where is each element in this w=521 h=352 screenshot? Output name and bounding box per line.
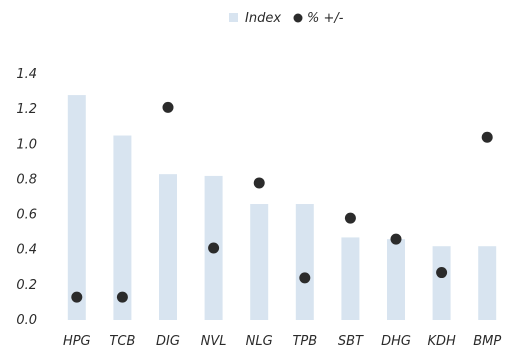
- x-tick-label: DHG: [381, 334, 411, 349]
- dot-point: [390, 233, 402, 245]
- dot-point: [436, 267, 448, 279]
- x-tick-label: DIG: [156, 334, 180, 349]
- x-tick-label: KDH: [427, 334, 456, 349]
- x-tick-label: NLG: [246, 334, 273, 349]
- dot-point: [344, 212, 356, 224]
- bar-series-index: [67, 95, 497, 320]
- x-tick-label: TCB: [109, 334, 135, 349]
- dot-point: [208, 242, 220, 254]
- x-tick-label: BMP: [473, 334, 501, 349]
- dot-point: [162, 101, 174, 113]
- y-tick-label: 1.0: [16, 137, 37, 152]
- bar: [113, 135, 132, 320]
- dot-point: [299, 272, 311, 284]
- bar: [387, 239, 405, 320]
- bar: [432, 246, 451, 320]
- y-tick-label: 0.6: [16, 208, 37, 223]
- bar: [250, 204, 269, 320]
- x-tick-label: NVL: [201, 334, 227, 349]
- bar: [341, 237, 360, 320]
- y-tick-label: 1.2: [16, 102, 37, 117]
- legend: Index % +/-: [229, 11, 344, 26]
- legend-label-pct: % +/-: [307, 11, 344, 26]
- x-tick-label: SBT: [338, 334, 364, 349]
- y-tick-label: 0.0: [16, 313, 37, 328]
- dot-point: [481, 131, 493, 143]
- bar: [67, 95, 86, 320]
- dot-series-pct: [71, 101, 493, 303]
- x-axis: HPG TCB DIG NVL NLG TPB SBT DHG KDH BMP: [63, 334, 501, 349]
- x-tick-label: HPG: [63, 334, 91, 349]
- y-tick-label: 1.4: [16, 67, 37, 82]
- y-axis: 0.0 0.2 0.4 0.6 0.8 1.0 1.2 1.4: [16, 67, 37, 328]
- legend-swatch-pct: [293, 13, 303, 23]
- y-tick-label: 0.4: [16, 243, 37, 258]
- bar: [295, 204, 314, 320]
- dot-point: [71, 291, 83, 303]
- bar: [478, 246, 497, 320]
- dot-point: [253, 177, 265, 189]
- bar: [159, 174, 177, 320]
- y-tick-label: 0.2: [16, 278, 37, 293]
- legend-label-index: Index: [245, 11, 281, 26]
- x-tick-label: TPB: [292, 334, 317, 349]
- y-tick-label: 0.8: [16, 172, 37, 187]
- legend-swatch-index: [229, 13, 238, 22]
- dot-point: [116, 291, 128, 303]
